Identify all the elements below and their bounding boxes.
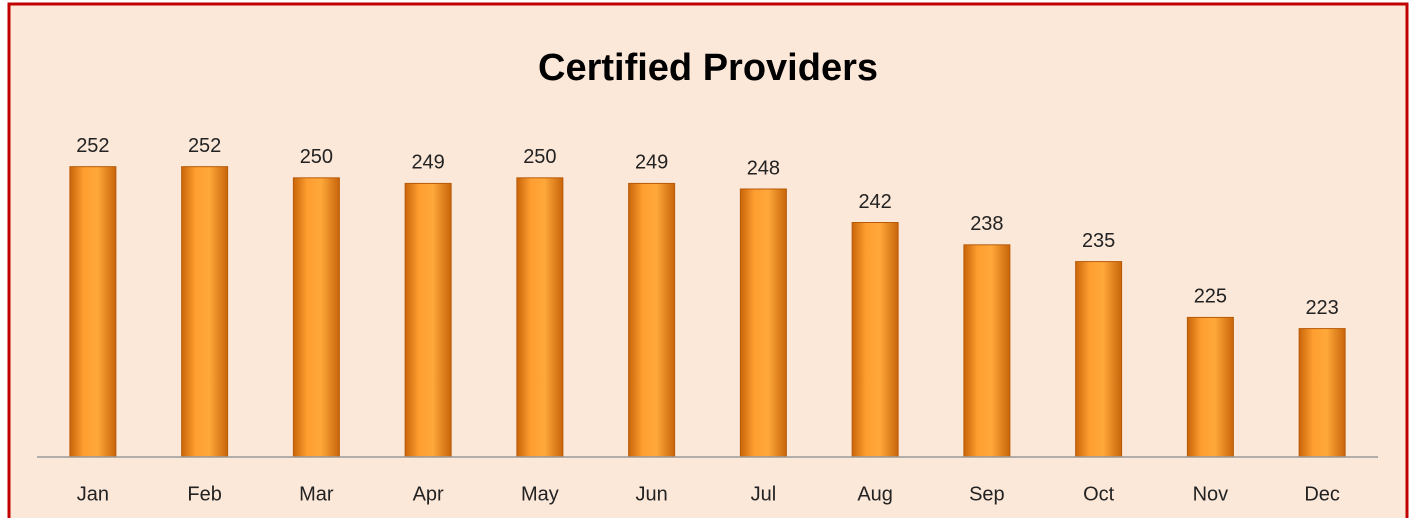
bar [739, 188, 787, 458]
x-tick-label: Aug [857, 483, 893, 505]
bar [628, 182, 676, 458]
value-label: 223 [1305, 297, 1338, 319]
value-label: 252 [76, 135, 109, 157]
x-tick-label: Mar [299, 483, 334, 505]
value-label: 238 [970, 213, 1003, 235]
value-label: 249 [635, 152, 668, 174]
bar [1298, 328, 1346, 458]
chart-title: Certified Providers [538, 47, 878, 89]
value-label: 242 [858, 191, 891, 213]
value-label: 248 [747, 157, 780, 179]
chart-frame [7, 2, 1409, 518]
bar [851, 222, 899, 458]
x-tick-label: Dec [1304, 483, 1340, 505]
bar [292, 177, 340, 458]
bar [1186, 316, 1234, 458]
bar [963, 244, 1011, 458]
x-tick-label: Sep [969, 483, 1005, 505]
bar [1075, 261, 1123, 458]
x-tick-label: May [521, 483, 559, 505]
x-tick-label: Jun [636, 483, 668, 505]
value-label: 250 [300, 146, 333, 168]
x-tick-label: Jan [77, 483, 109, 505]
bar [181, 166, 229, 458]
x-tick-label: Nov [1193, 483, 1229, 505]
x-tick-label: Jul [751, 483, 777, 505]
bar [404, 182, 452, 458]
bar [69, 166, 117, 458]
bar [516, 177, 564, 458]
x-tick-label: Feb [187, 483, 221, 505]
value-label: 252 [188, 135, 221, 157]
x-tick-label: Apr [413, 483, 444, 505]
value-label: 225 [1194, 286, 1227, 308]
value-label: 235 [1082, 230, 1115, 252]
value-label: 250 [523, 146, 556, 168]
value-label: 249 [411, 152, 444, 174]
x-tick-label: Oct [1083, 483, 1115, 505]
